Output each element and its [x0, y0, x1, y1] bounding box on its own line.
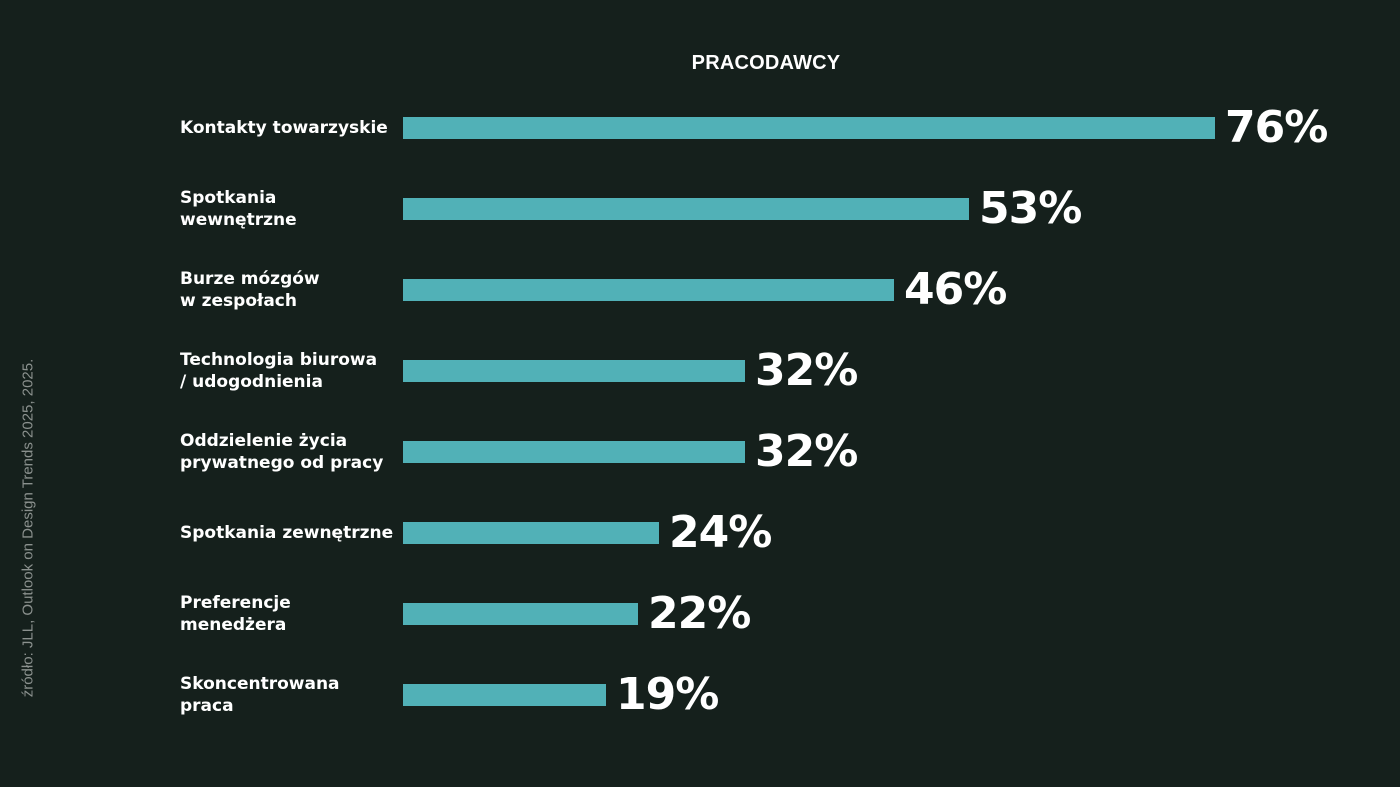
- value-label: 76%: [1225, 102, 1328, 153]
- bar: [403, 360, 745, 382]
- bar: [403, 117, 1215, 139]
- bar: [403, 198, 969, 220]
- category-label: Oddzielenie życia prywatnego od pracy: [180, 431, 384, 473]
- category-label: Spotkania wewnętrzne: [180, 188, 297, 230]
- value-label: 32%: [755, 345, 858, 396]
- value-label: 53%: [979, 183, 1082, 234]
- bar-row: Preferencje menedżera 22%: [0, 590, 1400, 638]
- bar: [403, 684, 606, 706]
- value-label: 19%: [616, 669, 719, 720]
- bar: [403, 522, 659, 544]
- category-label: Kontakty towarzyskie: [180, 118, 388, 138]
- category-label: Technologia biurowa / udogodnienia: [180, 350, 378, 392]
- value-label: 46%: [904, 264, 1007, 315]
- bar-row: Spotkania zewnętrzne 24%: [0, 509, 1400, 557]
- bar-row: Skoncentrowana praca 19%: [0, 671, 1400, 719]
- bar-row: Kontakty towarzyskie 76%: [0, 104, 1400, 152]
- bar-row: Technologia biurowa / udogodnienia 32%: [0, 347, 1400, 395]
- bar-row: Spotkania wewnętrzne 53%: [0, 185, 1400, 233]
- value-label: 24%: [669, 507, 772, 558]
- category-label: Spotkania zewnętrzne: [180, 523, 394, 543]
- category-label: Skoncentrowana praca: [180, 674, 340, 716]
- value-label: 22%: [648, 588, 751, 639]
- bar: [403, 279, 894, 301]
- bar-row: Oddzielenie życia prywatnego od pracy 32%: [0, 428, 1400, 476]
- bar-row: Burze mózgów w zespołach 46%: [0, 266, 1400, 314]
- category-label: Preferencje menedżera: [180, 593, 291, 635]
- chart-title: PRACODAWCY: [691, 52, 841, 74]
- bar: [403, 441, 745, 463]
- value-label: 32%: [755, 426, 858, 477]
- bar: [403, 603, 638, 625]
- category-label: Burze mózgów w zespołach: [180, 269, 320, 311]
